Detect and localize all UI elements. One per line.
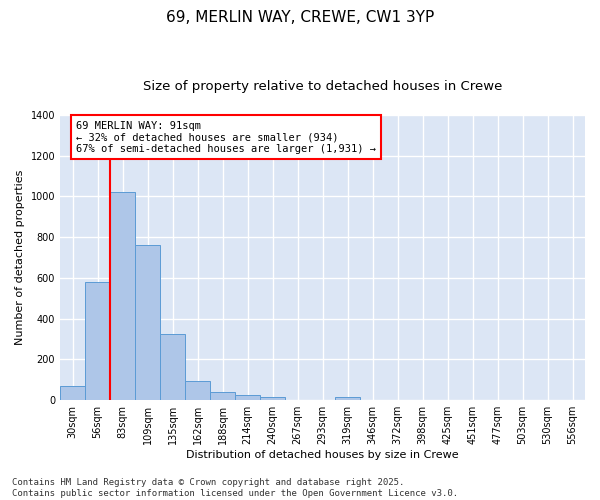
Y-axis label: Number of detached properties: Number of detached properties [15,170,25,346]
Bar [85,282,110,400]
Bar [185,381,210,400]
Bar [60,386,85,400]
Title: Size of property relative to detached houses in Crewe: Size of property relative to detached ho… [143,80,502,93]
Bar [210,392,235,400]
Text: Contains HM Land Registry data © Crown copyright and database right 2025.
Contai: Contains HM Land Registry data © Crown c… [12,478,458,498]
Bar [160,334,185,400]
Bar [110,192,135,400]
X-axis label: Distribution of detached houses by size in Crewe: Distribution of detached houses by size … [186,450,459,460]
Text: 69 MERLIN WAY: 91sqm
← 32% of detached houses are smaller (934)
67% of semi-deta: 69 MERLIN WAY: 91sqm ← 32% of detached h… [76,120,376,154]
Bar [135,246,160,400]
Bar [235,395,260,400]
Text: 69, MERLIN WAY, CREWE, CW1 3YP: 69, MERLIN WAY, CREWE, CW1 3YP [166,10,434,25]
Bar [335,396,360,400]
Bar [260,398,285,400]
